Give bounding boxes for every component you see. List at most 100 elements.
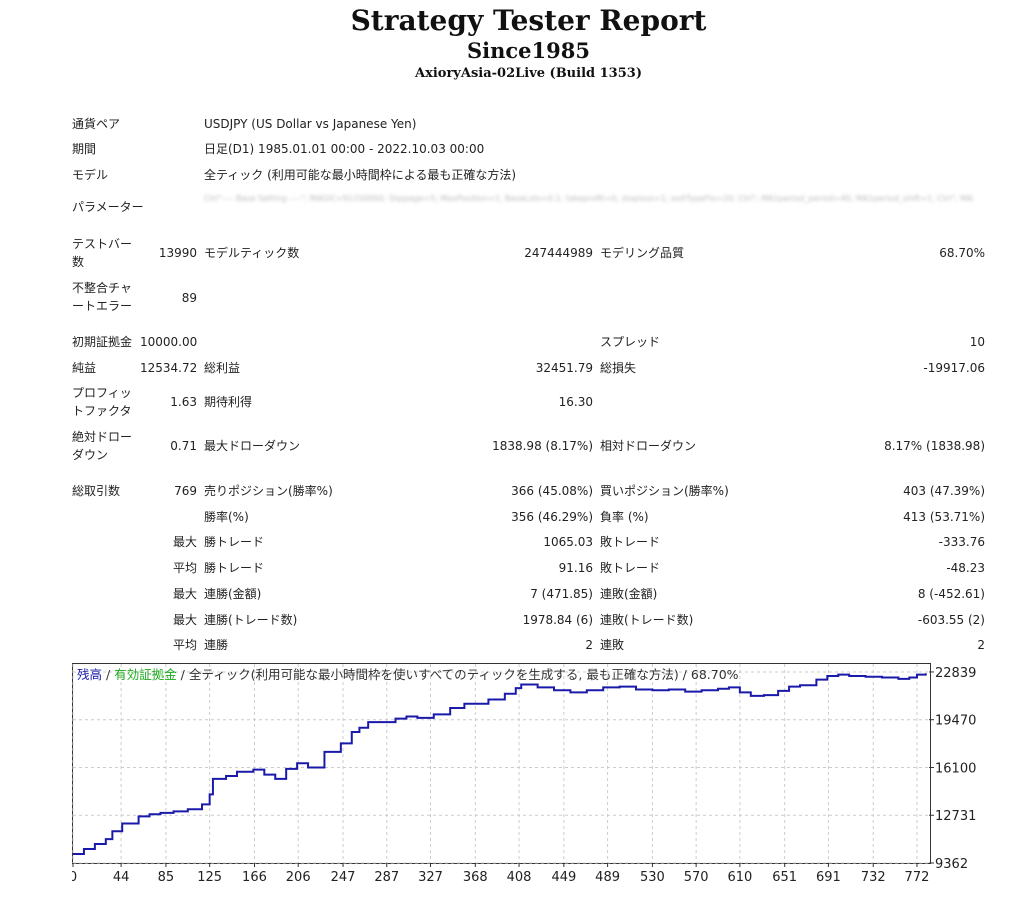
cons-losses-cnt-value: -603.55 (2): [917, 613, 985, 627]
ticks-value: 247444989: [524, 246, 593, 260]
equity-chart-svg: 9362 12731 16100 19470 22839 0 44 85 125 166 206 2…: [69, 663, 976, 885]
cons-wins-amt-label: 連勝(金額): [204, 587, 262, 601]
long-value: 403 (47.39%): [903, 484, 985, 498]
symbol-value: USDJPY (US Dollar vs Japanese Yen): [204, 117, 417, 131]
long-label: 買いポジション(勝率%): [600, 484, 729, 498]
cons-wins-cnt-label: 連勝(トレード数): [204, 613, 298, 627]
x-tick-label-15: 610: [727, 870, 752, 885]
grid: [72, 664, 929, 864]
x-tick-label-19: 772: [905, 870, 930, 885]
pf-label: プロフィットファクタ: [72, 386, 132, 418]
x-tick-label-5: 206: [286, 870, 311, 885]
loss-rate-value: 413 (53.71%): [903, 510, 985, 524]
avg-prefix-2: 平均: [172, 638, 197, 652]
period-value: 日足(D1) 1985.01.01 00:00 - 2022.10.03 00:…: [204, 142, 485, 156]
win-rate-label: 勝率(%): [204, 510, 249, 524]
avg-win-value: 91.16: [558, 561, 593, 575]
x-tick-label-3: 125: [197, 870, 222, 885]
net-label: 純益: [72, 361, 97, 375]
params-value-blurred: Ctrl"---- Base Setting ----"; MAGIC=9115…: [204, 194, 974, 203]
equity-chart: 9362 12731 16100 19470 22839 0 44 85 125 166 206 2…: [69, 663, 982, 894]
gross-loss-value: -19917.06: [923, 361, 985, 375]
avg-cons-wins-value: 2: [585, 638, 593, 652]
max-win-value: 1065.03: [543, 535, 593, 549]
legend-sep2: /: [177, 667, 189, 682]
server-info: AxioryAsia-02Live (Build 1353): [415, 66, 642, 81]
gross-profit-label: 総利益: [204, 361, 241, 375]
x-tick-label-18: 732: [861, 870, 886, 885]
chart-legend: 残高 / 有効証拠金 / 全ティック(利用可能な最小時間枠を使いすべてのティック…: [77, 667, 739, 682]
y-tick-label-3: 19470: [935, 714, 976, 729]
quality-label: モデリング品質: [600, 246, 685, 260]
legend-equity: 有効証拠金: [114, 667, 177, 682]
win-rate-value: 356 (46.29%): [511, 510, 593, 524]
x-tick-label-8: 327: [418, 870, 443, 885]
gross-loss-label: 総損失: [600, 361, 637, 375]
x-tick-label-1: 44: [113, 870, 130, 885]
gross-profit-value: 32451.79: [535, 361, 593, 375]
x-tick-label-2: 85: [158, 870, 175, 885]
ticks-label: モデルティック数: [204, 246, 300, 260]
y-tick-label-0: 9362: [935, 857, 968, 872]
y-tick-label-4: 22839: [935, 666, 976, 681]
x-tick-label-10: 408: [507, 870, 532, 885]
expected-value: 16.30: [558, 395, 593, 409]
x-tick-label-6: 247: [331, 870, 356, 885]
x-tick-label-17: 691: [816, 870, 841, 885]
x-tick-label-16: 651: [772, 870, 797, 885]
max-prefix-3: 最大: [172, 613, 197, 627]
abs-dd-value: 0.71: [170, 439, 197, 453]
bars-label: テストバー数: [72, 237, 133, 269]
max-prefix: 最大: [172, 535, 197, 549]
spread-value: 10: [969, 335, 985, 349]
mismatch-value: 89: [181, 291, 197, 305]
quality-value: 68.70%: [939, 246, 985, 260]
y-tick-label-1: 12731: [935, 809, 976, 824]
legend-rest: 全ティック(利用可能な最小時間枠を使いすべてのティックを生成する, 最も正確な方…: [189, 667, 739, 682]
mismatch-label: 不整合チャートエラー: [72, 281, 133, 313]
avg-cons-wins-label: 連勝: [204, 638, 229, 652]
x-tick-label-4: 166: [242, 870, 267, 885]
period-label: 期間: [72, 142, 97, 156]
expected-label: 期待利得: [204, 395, 253, 409]
x-tick-labels: 0 44 85 125 166 206 247 287 327 368 408 449 489 530 57…: [69, 863, 930, 885]
series-line-balance: [73, 673, 927, 855]
legend-balance: 残高: [77, 667, 102, 682]
cons-losses-cnt-label: 連敗(トレード数): [600, 613, 694, 627]
bars-value: 13990: [158, 246, 197, 260]
cons-losses-amt-value: 8 (-452.61): [917, 587, 985, 601]
max-win-label: 勝トレード: [204, 535, 265, 549]
report-title: Strategy Tester Report: [350, 4, 707, 37]
net-value: 12534.72: [140, 361, 198, 375]
cons-wins-amt-value: 7 (471.85): [530, 587, 593, 601]
max-loss-value: -333.76: [938, 535, 985, 549]
pf-value: 1.63: [170, 395, 197, 409]
avg-loss-value: -48.23: [946, 561, 985, 575]
abs-dd-label: 絶対ドローダウン: [72, 430, 133, 462]
avg-win-label: 勝トレード: [204, 561, 265, 575]
series-group: [73, 673, 927, 855]
spread-label: スプレッド: [600, 335, 661, 349]
x-tick-label-12: 489: [595, 870, 620, 885]
rel-dd-value: 8.17% (1838.98): [884, 439, 985, 453]
deposit-label: 初期証拠金: [72, 335, 133, 349]
deposit-value: 10000.00: [140, 335, 198, 349]
short-label: 売りポジション(勝率%): [204, 484, 333, 498]
y-tick-labels: 9362 12731 16100 19470 22839: [929, 666, 976, 872]
max-loss-label: 敗トレード: [600, 535, 661, 549]
avg-loss-label: 敗トレード: [600, 561, 661, 575]
symbol-label: 通貨ペア: [72, 117, 121, 131]
avg-prefix: 平均: [172, 561, 197, 575]
max-prefix-2: 最大: [172, 587, 197, 601]
avg-cons-losses-label: 連敗: [600, 638, 625, 652]
x-tick-label-9: 368: [463, 870, 488, 885]
x-tick-label-0: 0: [72, 870, 77, 885]
max-dd-value: 1838.98 (8.17%): [492, 439, 593, 453]
report-subtitle: Since1985: [466, 38, 590, 63]
avg-cons-losses-value: 2: [977, 638, 985, 652]
x-tick-label-7: 287: [374, 870, 399, 885]
plot-frame: [72, 663, 931, 864]
total-trades-value: 769: [174, 484, 197, 498]
x-tick-label-14: 570: [684, 870, 709, 885]
x-tick-label-11: 449: [551, 870, 576, 885]
